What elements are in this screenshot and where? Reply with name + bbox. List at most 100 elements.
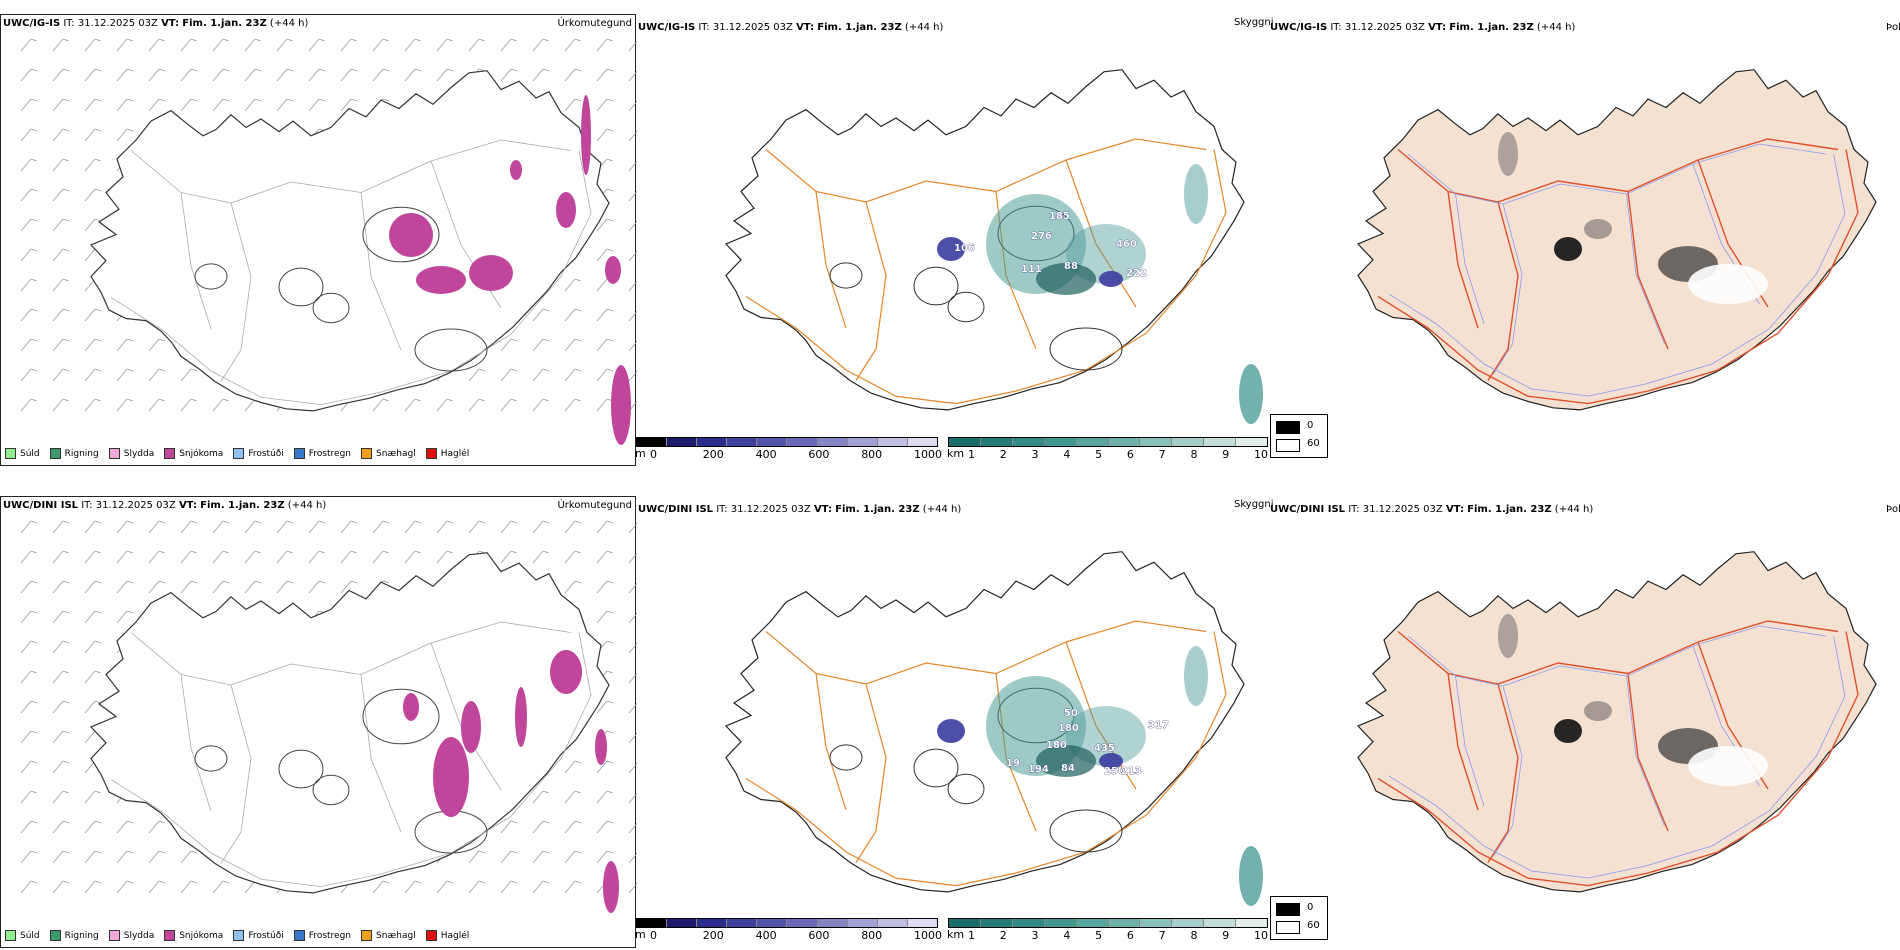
fog-panel-row1: UWC/IG-IS IT: 31.12.2025 03Z VT: Fim. 1.… bbox=[1268, 14, 1900, 466]
header-row1-cloud: UWC/IG-IS IT: 31.12.2025 03Z VT: Fim. 1.… bbox=[638, 22, 944, 33]
wind-barb bbox=[500, 850, 518, 864]
colorbar-cell bbox=[877, 438, 908, 446]
wind-barb bbox=[276, 550, 294, 564]
wind-barb bbox=[372, 398, 390, 412]
wind-barb bbox=[532, 850, 550, 864]
wind-barb bbox=[564, 338, 582, 352]
wind-barb bbox=[116, 520, 134, 534]
wind-barb bbox=[84, 68, 102, 82]
wind-barb bbox=[532, 880, 550, 894]
wind-barb bbox=[564, 880, 582, 894]
colorbar-tick: 1000 bbox=[914, 929, 942, 942]
it-label: IT: bbox=[63, 18, 75, 29]
wind-barb bbox=[20, 850, 38, 864]
wind-barb bbox=[52, 98, 70, 112]
wind-barb bbox=[468, 368, 486, 382]
wind-barb bbox=[628, 792, 637, 804]
wind-barb bbox=[84, 368, 102, 382]
wind-barb bbox=[84, 670, 102, 684]
snow-area bbox=[433, 737, 469, 817]
wind-barb bbox=[52, 128, 70, 142]
precip-map bbox=[20, 520, 637, 913]
fog-area bbox=[1688, 264, 1768, 304]
legend-item: Frostúði bbox=[233, 930, 284, 941]
snow-area bbox=[550, 650, 582, 694]
legend-item: Snæhagl bbox=[361, 930, 416, 941]
cloudbase-label: 435 bbox=[1094, 743, 1115, 754]
snow-area bbox=[389, 213, 433, 257]
wind-barb bbox=[628, 732, 637, 744]
wind-barb bbox=[84, 850, 102, 864]
colorbar-tick: 9 bbox=[1222, 929, 1230, 942]
wind-barb bbox=[148, 550, 166, 564]
cloudbase-label: 460 bbox=[1116, 239, 1137, 250]
lead-time: (+44 h) bbox=[269, 18, 309, 29]
colorbar-tick: 3 bbox=[1031, 929, 1039, 942]
wind-barb bbox=[180, 580, 198, 594]
visibility-area bbox=[1239, 846, 1263, 906]
wind-barb bbox=[148, 520, 166, 534]
wind-barb bbox=[564, 760, 582, 774]
wind-barb bbox=[628, 100, 637, 112]
legend-swatch bbox=[49, 930, 61, 941]
legend-swatch bbox=[233, 448, 245, 459]
cloudbase-colorbar: m 0 200 400 600 800 1000 bbox=[635, 437, 942, 461]
glacier-outline bbox=[312, 774, 350, 806]
wind-barb bbox=[468, 880, 486, 894]
colorbar-tick: 0 bbox=[650, 448, 657, 461]
wind-barb bbox=[84, 700, 102, 714]
snow-area bbox=[416, 266, 466, 294]
wind-barb bbox=[84, 98, 102, 112]
wind-barb bbox=[20, 550, 38, 564]
colorbar-cell bbox=[1140, 919, 1173, 927]
wind-barb bbox=[628, 250, 637, 262]
wind-barb bbox=[564, 368, 582, 382]
snow-area bbox=[556, 192, 576, 228]
wind-barb bbox=[148, 880, 166, 894]
wind-barb bbox=[20, 128, 38, 142]
wind-barb bbox=[84, 580, 102, 594]
wind-barb bbox=[116, 38, 134, 52]
road-line bbox=[1388, 635, 1846, 879]
wind-barb bbox=[500, 820, 518, 834]
wind-barb bbox=[500, 338, 518, 352]
wind-barb bbox=[116, 550, 134, 564]
wind-barb bbox=[308, 580, 326, 594]
fog-area bbox=[1688, 746, 1768, 786]
wind-barb bbox=[148, 68, 166, 82]
wind-barb bbox=[52, 550, 70, 564]
wind-barb bbox=[628, 552, 637, 564]
wind-barb bbox=[628, 370, 637, 382]
colorbar-tick: 800 bbox=[861, 929, 883, 942]
wind-barb bbox=[180, 98, 198, 112]
colorbar-cell bbox=[697, 438, 728, 446]
wind-barb bbox=[628, 612, 637, 624]
colorbar-cell bbox=[907, 438, 937, 446]
wind-barb bbox=[116, 880, 134, 894]
wind-barb bbox=[628, 190, 637, 202]
wind-barb bbox=[596, 850, 614, 864]
wind-barb bbox=[84, 398, 102, 412]
wind-barb bbox=[20, 610, 38, 624]
cloud-title: Skyggni bbox=[1234, 17, 1274, 28]
colorbar-tick: 3 bbox=[1031, 448, 1039, 461]
road-line bbox=[855, 201, 887, 381]
road-line bbox=[765, 138, 1207, 203]
wind-barb bbox=[532, 398, 550, 412]
fog-area bbox=[1498, 132, 1518, 176]
wind-barb bbox=[436, 520, 454, 534]
wind-barb bbox=[20, 188, 38, 202]
wind-barb bbox=[84, 820, 102, 834]
model-name: UWC/IG-IS bbox=[3, 18, 61, 29]
colorbar-tick: 400 bbox=[755, 448, 777, 461]
fog-area bbox=[1554, 237, 1582, 261]
visibility-area bbox=[1184, 164, 1208, 224]
snow-area bbox=[603, 861, 619, 913]
wind-barb bbox=[340, 68, 358, 82]
header-row2-precip: UWC/DINI ISL IT: 31.12.2025 03Z VT: Fim.… bbox=[3, 500, 327, 511]
legend-item: Snæhagl bbox=[361, 448, 416, 459]
legend-swatch bbox=[5, 448, 16, 459]
colorbar-unit: km bbox=[947, 928, 965, 941]
colorbar-tick: 10 bbox=[1254, 929, 1268, 942]
colorbar-tick: 600 bbox=[808, 448, 830, 461]
